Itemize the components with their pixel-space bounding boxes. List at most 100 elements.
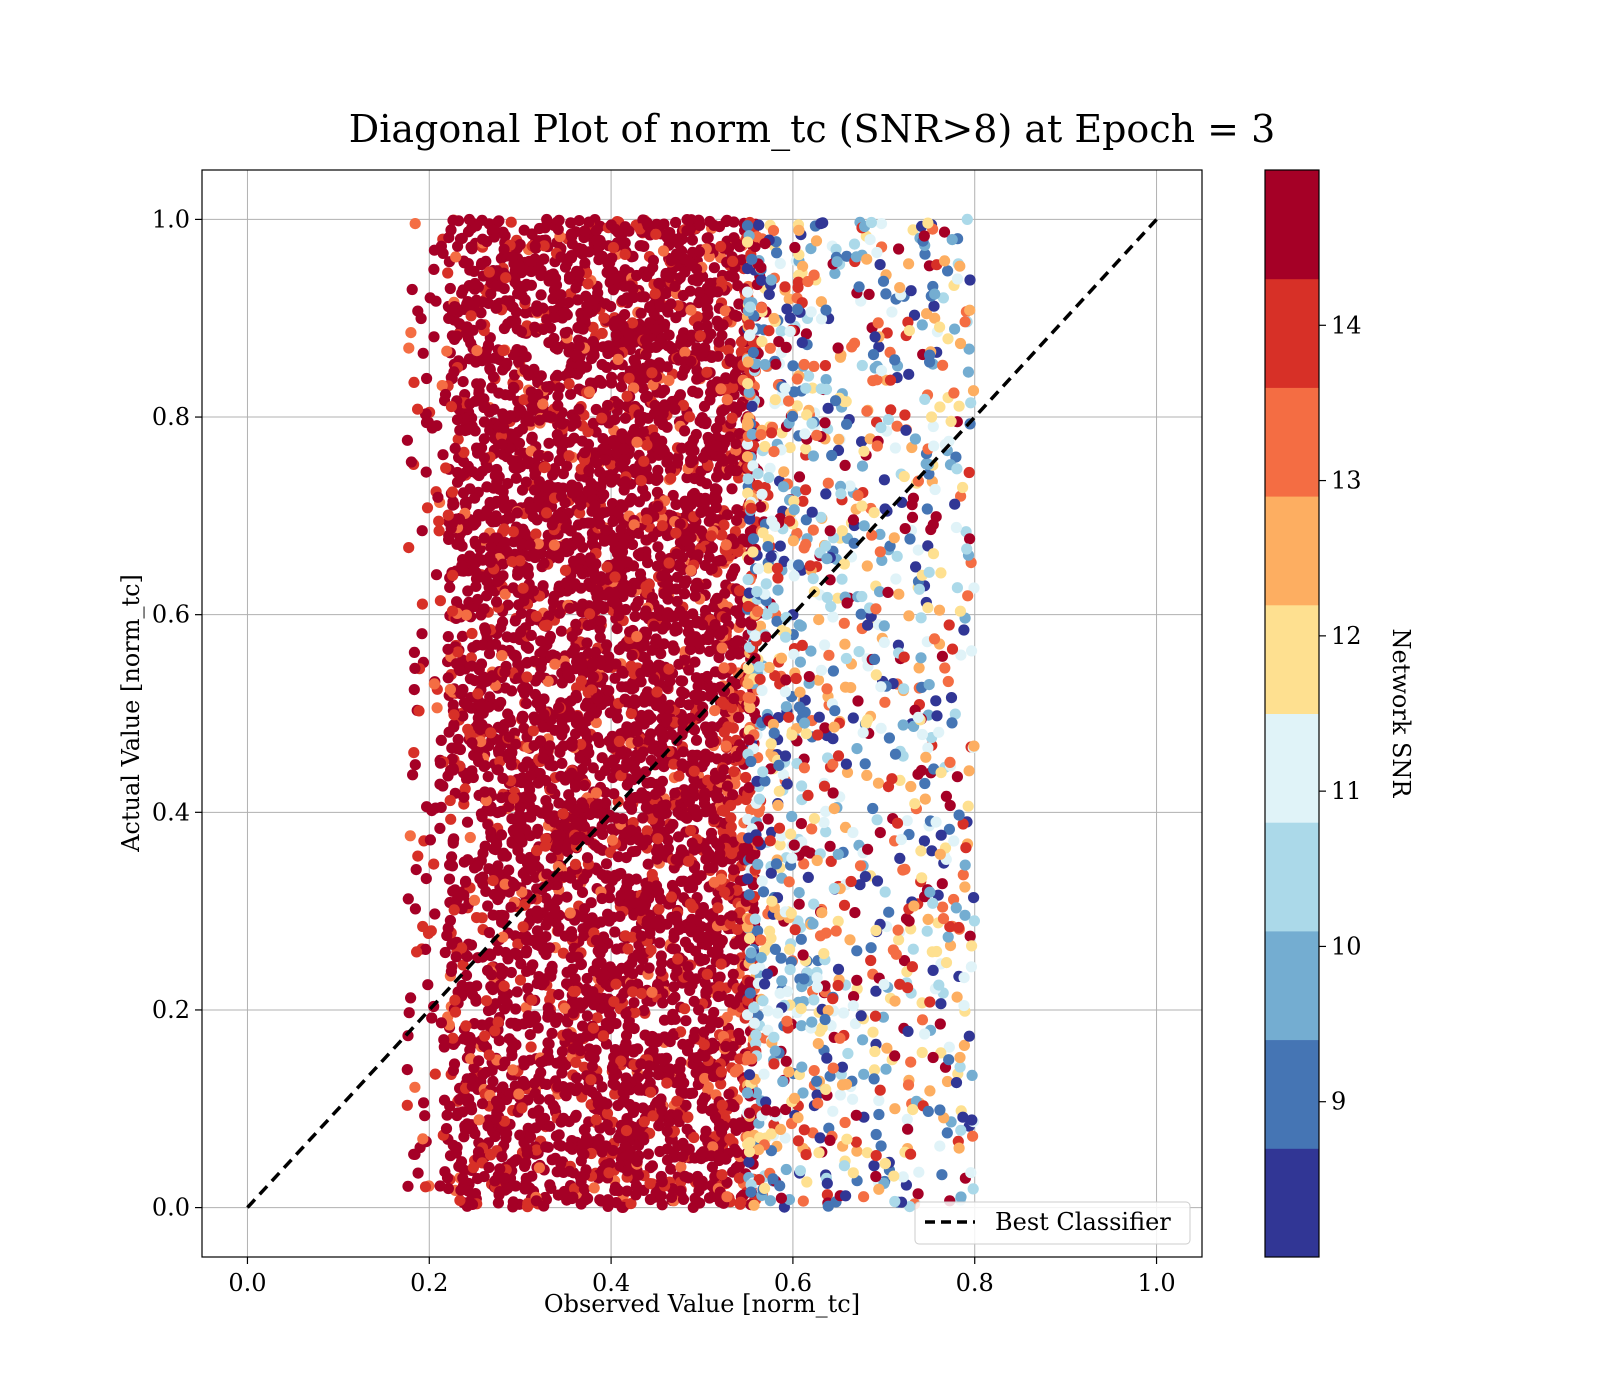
scatter-point	[715, 958, 727, 970]
scatter-point	[551, 1166, 563, 1178]
scatter-point	[712, 902, 724, 914]
scatter-point	[708, 262, 721, 274]
scatter-point	[498, 422, 510, 434]
scatter-point	[506, 685, 518, 697]
scatter-point	[685, 304, 697, 316]
scatter-point	[542, 451, 554, 463]
scatter-point	[606, 475, 618, 487]
scatter-point	[472, 593, 484, 606]
scatter-point	[728, 954, 740, 966]
scatter-point	[527, 959, 539, 971]
scatter-point	[445, 813, 457, 825]
scatter-point	[553, 701, 565, 714]
scatter-point	[553, 214, 565, 226]
scatter-point	[626, 538, 639, 551]
scatter-point	[718, 662, 730, 674]
scatter-point	[556, 512, 569, 524]
scatter-point	[720, 539, 732, 551]
scatter-point	[581, 852, 594, 864]
scatter-point	[498, 243, 510, 255]
scatter-point	[716, 329, 728, 341]
scatter-point	[493, 483, 505, 495]
scatter-point	[457, 710, 469, 722]
scatter-point	[706, 542, 719, 554]
scatter-point	[553, 989, 565, 1001]
scatter-point	[721, 394, 733, 406]
scatter-point	[642, 1068, 654, 1080]
scatter-point	[454, 1194, 466, 1206]
scatter-point	[603, 1167, 615, 1179]
scatter-point	[717, 319, 729, 331]
scatter-point	[649, 399, 661, 412]
scatter-point	[455, 889, 467, 901]
scatter-point	[507, 526, 519, 538]
scatter-point	[641, 514, 653, 526]
scatter-point	[561, 460, 573, 472]
scatter-point	[477, 847, 489, 859]
scatter-point	[716, 1169, 728, 1181]
scatter-point	[608, 788, 620, 800]
scatter-point	[495, 621, 507, 634]
scatter-point	[515, 607, 528, 620]
scatter-point	[507, 582, 519, 594]
scatter-point	[565, 228, 578, 240]
scatter-point	[624, 1098, 636, 1111]
scatter-point	[500, 946, 512, 959]
scatter-point	[651, 560, 664, 572]
scatter-point	[701, 670, 713, 683]
scatter-point	[619, 221, 631, 233]
scatter-point	[638, 455, 650, 467]
scatter-point	[663, 375, 675, 387]
scatter-point	[521, 874, 533, 886]
scatter-point	[510, 472, 522, 484]
scatter-point	[483, 1049, 495, 1061]
scatter-point	[726, 412, 738, 424]
scatter-point	[491, 576, 503, 588]
scatter-point	[464, 1031, 476, 1044]
scatter-point	[473, 387, 485, 399]
scatter-point	[641, 790, 653, 803]
scatter-points	[401, 213, 981, 1213]
scatter-point	[550, 1130, 563, 1142]
scatter-point	[720, 1040, 732, 1053]
scatter-point	[498, 523, 510, 535]
scatter-point	[667, 611, 679, 623]
scatter-point	[448, 721, 460, 733]
scatter-point	[607, 515, 619, 528]
scatter-point	[556, 1067, 568, 1079]
scatter-point	[622, 1149, 634, 1161]
scatter-point	[482, 1120, 494, 1132]
scatter-point	[639, 690, 652, 702]
scatter-point	[448, 1058, 461, 1070]
scatter-point	[557, 808, 569, 820]
scatter-point	[508, 649, 520, 661]
scatter-point	[530, 528, 542, 540]
scatter-point	[514, 239, 526, 251]
scatter-point	[619, 476, 631, 488]
scatter-point	[473, 1055, 485, 1067]
scatter-point	[688, 765, 700, 777]
scatter-point	[713, 841, 726, 853]
scatter-point	[632, 527, 645, 540]
scatter-point	[453, 215, 465, 227]
scatter-point	[520, 476, 532, 488]
scatter-point	[466, 660, 478, 672]
scatter-point	[491, 839, 503, 851]
scatter-point	[596, 828, 609, 841]
scatter-point	[684, 984, 696, 997]
scatter-point	[473, 1114, 485, 1126]
scatter-point	[665, 1163, 677, 1175]
scatter-point	[731, 884, 743, 896]
scatter-point	[628, 463, 640, 475]
scatter-point	[640, 890, 652, 902]
scatter-point	[687, 881, 699, 894]
scatter-point	[549, 903, 561, 915]
scatter-point	[594, 770, 606, 782]
scatter-point	[583, 747, 595, 759]
scatter-point	[578, 1183, 591, 1195]
scatter-point	[728, 864, 740, 876]
scatter-point	[641, 825, 653, 837]
scatter-point	[621, 390, 633, 402]
scatter-point	[587, 671, 600, 683]
scatter-point	[520, 1172, 532, 1184]
